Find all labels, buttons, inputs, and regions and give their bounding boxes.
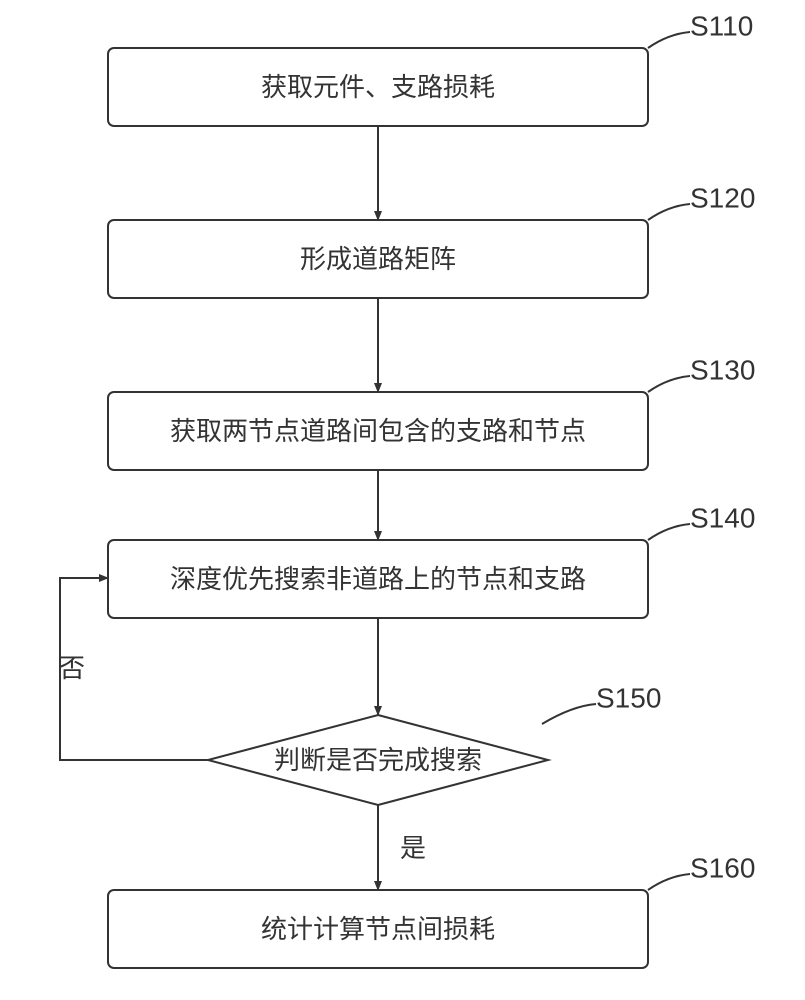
node-s140: 深度优先搜索非道路上的节点和支路	[108, 540, 648, 618]
label-s120: S120	[690, 182, 755, 213]
edge-yes-label: 是	[400, 833, 426, 863]
node-s120-text: 形成道路矩阵	[300, 244, 456, 274]
label-s130: S130	[690, 354, 755, 385]
tick-s130	[648, 376, 690, 392]
node-s120: 形成道路矩阵	[108, 220, 648, 298]
tick-s140	[648, 524, 690, 540]
node-s110-text: 获取元件、支路损耗	[261, 72, 495, 102]
label-s140: S140	[690, 502, 755, 533]
tick-s160	[648, 874, 690, 890]
node-s150: 判断是否完成搜索	[208, 715, 548, 805]
flowchart-canvas: 是 否 获取元件、支路损耗 形成道路矩阵 获取两节点道路间包含的支路和节点 深度…	[0, 0, 805, 1000]
node-s160: 统计计算节点间损耗	[108, 890, 648, 968]
label-s160: S160	[690, 852, 755, 883]
edge-no-label: 否	[59, 653, 85, 683]
label-s150: S150	[596, 682, 661, 713]
node-s110: 获取元件、支路损耗	[108, 48, 648, 126]
node-s160-text: 统计计算节点间损耗	[261, 914, 495, 944]
tick-s120	[648, 204, 690, 220]
node-s150-text: 判断是否完成搜索	[274, 745, 482, 775]
tick-s110	[648, 32, 690, 48]
node-s140-text: 深度优先搜索非道路上的节点和支路	[170, 564, 586, 594]
node-s130: 获取两节点道路间包含的支路和节点	[108, 392, 648, 470]
tick-s150	[542, 704, 596, 724]
label-s110: S110	[690, 10, 753, 41]
node-s130-text: 获取两节点道路间包含的支路和节点	[170, 416, 586, 446]
